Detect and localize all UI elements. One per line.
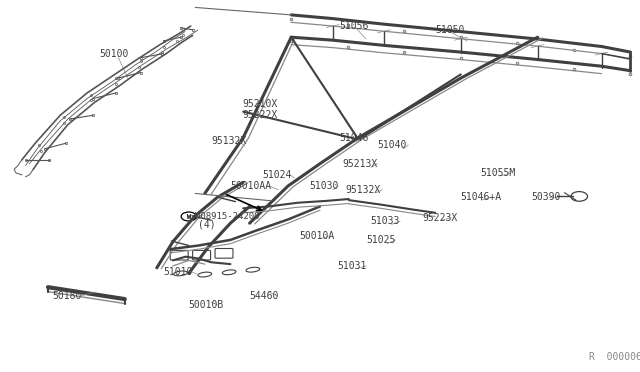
Text: 51050: 51050 [435, 25, 465, 35]
Text: 51033: 51033 [370, 217, 399, 226]
Text: 51046: 51046 [339, 133, 369, 142]
Text: 51031: 51031 [337, 261, 367, 271]
Text: 51030: 51030 [309, 181, 339, 191]
Text: 95222X: 95222X [242, 110, 277, 120]
Text: 51010: 51010 [163, 267, 193, 276]
Text: 54460: 54460 [250, 291, 279, 301]
Text: 50010AA: 50010AA [230, 181, 271, 191]
Text: W: W [187, 214, 191, 219]
Text: W08915-24200: W08915-24200 [195, 212, 260, 221]
Text: 50100: 50100 [99, 49, 129, 59]
Text: 95132X: 95132X [346, 185, 381, 195]
Text: 50010B: 50010B [189, 300, 224, 310]
Text: 51056: 51056 [339, 21, 369, 31]
Text: 51055M: 51055M [480, 168, 515, 178]
Text: 95210X: 95210X [242, 99, 277, 109]
Text: 51040: 51040 [378, 140, 407, 150]
Text: 51025: 51025 [366, 235, 396, 245]
Text: 50180: 50180 [52, 291, 82, 301]
Text: 50010A: 50010A [300, 231, 335, 241]
Text: (4): (4) [198, 220, 216, 230]
Text: 51046+A: 51046+A [461, 192, 502, 202]
Text: 50390: 50390 [531, 192, 561, 202]
Text: 95132X: 95132X [211, 137, 246, 146]
Text: 95223X: 95223X [422, 213, 458, 222]
Text: 51024: 51024 [262, 170, 292, 180]
Text: R  000006: R 000006 [589, 352, 640, 362]
Text: 95213X: 95213X [342, 159, 378, 169]
